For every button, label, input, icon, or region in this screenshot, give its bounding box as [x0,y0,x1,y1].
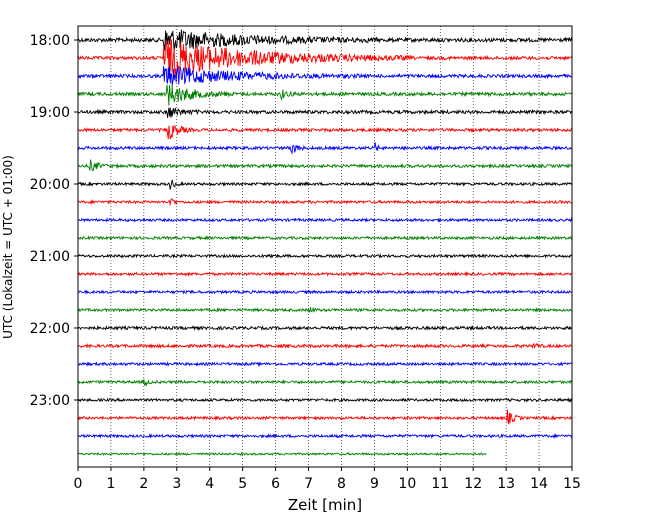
plot-frame [77,25,573,468]
trace-2345 [77,451,487,457]
y-axis-ticks: 18:00 19:00 20:00 21:00 22:00 23:00 [30,33,78,409]
trace-2330 [77,433,573,439]
trace-2115 [77,271,573,278]
trace-2245 [77,379,573,387]
trace-2200 [77,324,573,332]
trace-2000 [77,179,573,190]
trace-2015 [77,198,573,206]
x-tick-label-6: 6 [271,476,280,492]
trace-2315 [77,409,573,425]
x-tick-label-3: 3 [172,476,181,492]
x-tick-label-11: 11 [431,476,449,492]
x-tick-label-0: 0 [74,476,83,492]
x-tick-label-2: 2 [139,476,148,492]
x-tick-label-4: 4 [205,476,214,492]
trace-1800 [77,29,573,51]
trace-1945 [77,159,573,172]
x-tick-label-7: 7 [304,476,313,492]
x-tick-label-10: 10 [398,476,416,492]
trace-2100 [77,253,573,259]
x-axis-label: Zeit [min] [288,496,362,514]
x-tick-label-9: 9 [370,476,379,492]
trace-2030 [77,217,573,223]
trace-2145 [77,306,573,314]
trace-1815 [77,37,573,77]
x-tick-label-1: 1 [106,476,115,492]
y-tick-label-1800: 18:00 [30,33,70,49]
x-tick-label-13: 13 [497,476,515,492]
trace-1900 [77,107,573,119]
trace-2045 [77,235,573,241]
x-axis-ticks: 0 1 2 3 4 5 6 7 8 9 10 11 12 13 14 15 [74,467,581,492]
y-tick-label-1900: 19:00 [30,105,70,121]
x-tick-label-15: 15 [563,476,581,492]
trace-1845 [77,84,573,106]
trace-2215 [77,342,573,350]
trace-1915 [77,124,573,140]
x-tick-label-12: 12 [464,476,482,492]
trace-2230 [77,361,573,367]
x-tick-label-14: 14 [530,476,548,492]
trace-1830 [77,66,573,86]
y-tick-label-2300: 23:00 [30,393,70,409]
y-axis-label: UTC (Lokalzeit = UTC + 01:00) [1,155,15,339]
seismogram-traces [77,29,573,457]
trace-2300 [77,397,573,403]
trace-1930 [77,142,573,155]
x-tick-label-8: 8 [337,476,346,492]
trace-2130 [77,289,573,295]
x-tick-label-5: 5 [238,476,247,492]
y-tick-label-2100: 21:00 [30,249,70,265]
y-tick-label-2000: 20:00 [30,177,70,193]
y-tick-label-2200: 22:00 [30,321,70,337]
